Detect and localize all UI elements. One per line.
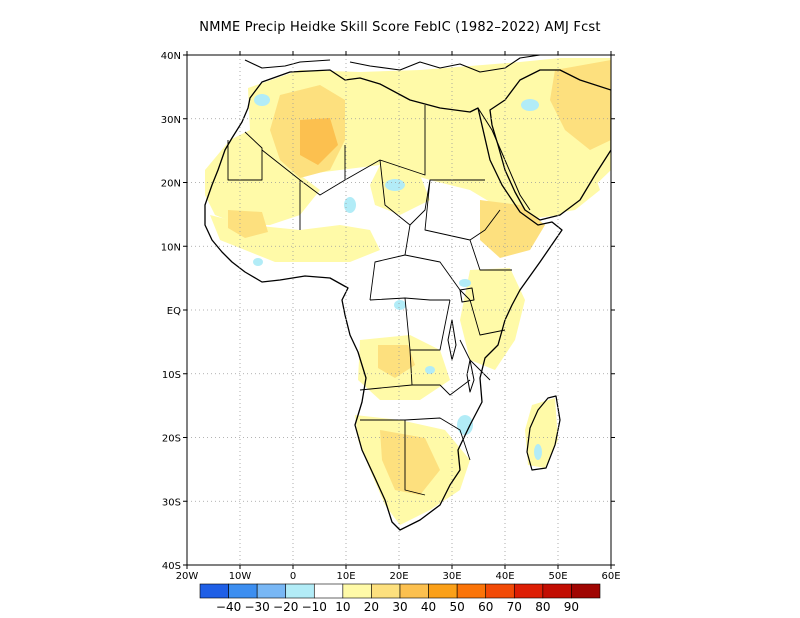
lake-victoria xyxy=(459,287,475,303)
colorbar-swatch xyxy=(399,583,429,599)
shade-sahara-30 xyxy=(300,118,338,165)
colorbar-label: −20 xyxy=(273,600,298,614)
lat-label: 20S xyxy=(162,434,181,445)
lat-label: 40N xyxy=(161,51,181,62)
colorbar-swatch xyxy=(485,583,515,599)
shade-neg-4 xyxy=(521,99,539,111)
shade-neg-2 xyxy=(344,197,356,213)
lake-malawi xyxy=(466,359,475,393)
colorbar-swatch xyxy=(199,583,229,599)
colorbar-swatch xyxy=(428,583,458,599)
colorbar-swatch xyxy=(228,583,258,599)
shade-neg-1 xyxy=(254,94,270,106)
shade-arabia xyxy=(550,60,611,150)
shade-neg-9 xyxy=(425,366,435,374)
shade-west-sahara xyxy=(205,130,320,225)
axis-ticks xyxy=(183,51,615,569)
colorbar-swatch xyxy=(571,583,601,599)
shade-neg-8 xyxy=(534,444,542,460)
colorbar xyxy=(199,583,601,599)
colorbar-swatch xyxy=(542,583,572,599)
colorbar-label: 20 xyxy=(364,600,379,614)
colorbar-swatch xyxy=(285,583,315,599)
colorbar-swatch xyxy=(256,583,287,599)
colorbar-label: 60 xyxy=(478,600,493,614)
country-borders xyxy=(227,105,512,496)
colorbar-swatch xyxy=(371,583,401,599)
lat-labels: 40N 30N 20N 10N EQ 10S 20S 30S 40S xyxy=(161,51,181,572)
shade-neg-10 xyxy=(253,258,263,266)
colorbar-swatch xyxy=(342,583,372,599)
lon-label: 30E xyxy=(442,571,461,582)
colorbar-swatch xyxy=(456,583,487,599)
lat-label: 30N xyxy=(161,115,181,126)
lat-label: 30S xyxy=(162,497,181,508)
shade-neg-7 xyxy=(457,415,473,435)
colorbar-label: 70 xyxy=(507,600,522,614)
lat-label: 40S xyxy=(162,561,181,572)
lon-label: 40E xyxy=(495,571,514,582)
lat-label: 10N xyxy=(161,242,181,253)
shade-south-20 xyxy=(380,430,440,495)
gridline-layer xyxy=(187,55,611,565)
colorbar-label: 80 xyxy=(535,600,550,614)
lat-label: 10S xyxy=(162,370,181,381)
shade-central-20 xyxy=(378,345,415,378)
lon-label: 0 xyxy=(290,571,296,582)
mediterranean-north-shore xyxy=(244,55,541,73)
shade-neg-6 xyxy=(394,300,406,310)
colorbar-label: −10 xyxy=(302,600,327,614)
colorbar-label: 40 xyxy=(421,600,436,614)
lon-label: 10W xyxy=(229,571,252,582)
lon-label: 20E xyxy=(389,571,408,582)
shade-arabia-2 xyxy=(512,145,600,215)
lon-label: 50E xyxy=(548,571,567,582)
colorbar-label: 90 xyxy=(564,600,579,614)
shade-neg-5 xyxy=(459,279,471,287)
lon-labels: 20W 10W 0 10E 20E 30E 40E 50E 60E xyxy=(176,571,621,582)
colorbar-label: 10 xyxy=(335,600,350,614)
colorbar-swatch xyxy=(313,583,344,599)
lon-label: 20W xyxy=(176,571,199,582)
colorbar-labels: −40 −30 −20 −10 10 20 30 40 50 60 70 80 90 xyxy=(216,600,579,614)
lat-label: EQ xyxy=(167,306,181,317)
lon-label: 60E xyxy=(601,571,620,582)
colorbar-label: 30 xyxy=(392,600,407,614)
shade-neg-3 xyxy=(385,179,405,191)
lat-label: 20N xyxy=(161,179,181,190)
skill-shading-layer xyxy=(205,58,611,525)
shade-west-africa-20 xyxy=(228,210,268,238)
africa-coastline xyxy=(204,69,563,531)
colorbar-label: −30 xyxy=(244,600,269,614)
shade-madagascar xyxy=(525,398,558,468)
colorbar-swatch xyxy=(513,583,544,599)
map-title: NMME Precip Heidke Skill Score FebIC (19… xyxy=(199,20,601,35)
colorbar-label: 50 xyxy=(450,600,465,614)
colorbar-label: −40 xyxy=(216,600,241,614)
lon-label: 10E xyxy=(336,571,355,582)
shade-east-africa xyxy=(460,268,525,370)
arabia-coastline xyxy=(489,69,611,221)
